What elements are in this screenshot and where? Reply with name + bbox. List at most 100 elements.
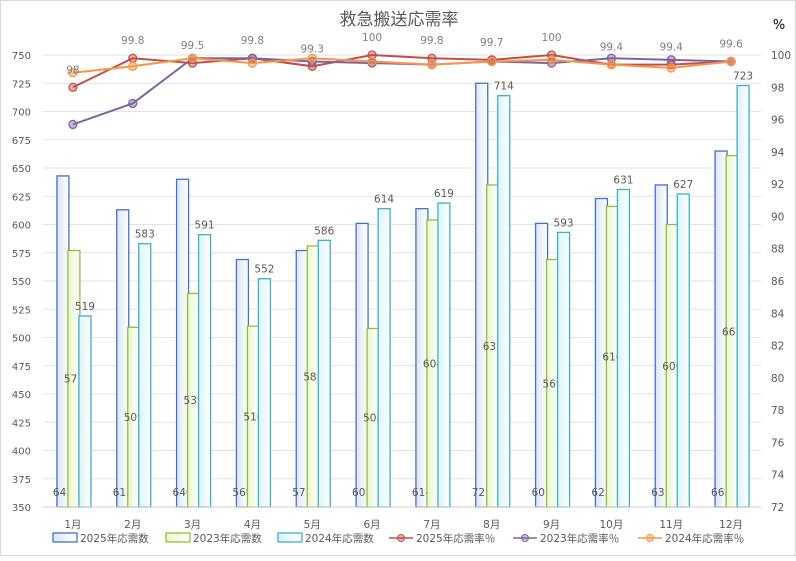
bar-data-label: 614 — [374, 194, 394, 206]
x-tick-label: 9月 — [543, 519, 560, 531]
y2-tick-label: 74 — [771, 470, 785, 482]
line-point — [247, 53, 258, 63]
bar-data-label: 593 — [554, 217, 574, 229]
y-tick-label: 725 — [12, 79, 31, 90]
line-data-label: 99.5 — [181, 40, 204, 52]
x-tick-label: 8月 — [483, 519, 500, 531]
y-tick-label: 425 — [12, 418, 31, 429]
x-tick-label: 3月 — [184, 519, 201, 531]
y2-tick-label: 90 — [771, 211, 784, 223]
y2-tick-label: 86 — [771, 276, 785, 288]
bar-data-label: 519 — [75, 301, 95, 313]
bar-2024年応需数 — [317, 239, 331, 508]
bar-data-label: 552 — [254, 264, 274, 276]
x-tick-label: 12月 — [719, 519, 743, 531]
line-point — [606, 53, 617, 63]
y-tick-label: 600 — [12, 221, 31, 232]
legend-label: 2023年応需率％ — [540, 532, 619, 545]
y-tick-label: 475 — [12, 362, 31, 373]
legend-marker — [646, 534, 654, 542]
y-tick-label: 675 — [12, 136, 31, 147]
y2-tick-label: 76 — [771, 437, 785, 449]
line-point — [546, 55, 557, 65]
legend-label: 2023年応需数 — [193, 532, 262, 545]
y2-tick-label: 92 — [771, 179, 784, 191]
bar-2024年応需数 — [497, 95, 511, 508]
y2-tick-label: 80 — [771, 373, 784, 385]
line-point — [68, 119, 78, 130]
x-tick-label: 11月 — [659, 519, 683, 531]
line-data-label: 99.3 — [301, 43, 324, 55]
line-point — [427, 60, 437, 70]
bar-data-label: 586 — [314, 225, 334, 237]
line-point — [68, 68, 78, 78]
line-point — [546, 58, 557, 68]
y2-tick-label: 82 — [771, 341, 784, 353]
x-tick-label: 6月 — [363, 519, 380, 531]
bar-2024年応需数 — [676, 193, 690, 508]
line-point — [187, 58, 198, 68]
line-point — [68, 82, 78, 92]
x-tick-label: 2月 — [124, 519, 141, 531]
y2-tick-label: 72 — [771, 502, 784, 514]
line-2024年応需率％ — [72, 57, 732, 74]
x-tick-label: 4月 — [244, 519, 261, 531]
y-tick-label: 750 — [12, 51, 31, 62]
y-tick-label: 525 — [12, 305, 31, 316]
line-point — [367, 56, 377, 67]
line-point — [187, 53, 198, 63]
bar-2024年応需数 — [556, 231, 571, 508]
line-point — [666, 55, 676, 65]
y-tick-label: 500 — [12, 334, 31, 345]
y2-tick-label: 98 — [771, 82, 784, 94]
chart-title: 救急搬送応需率 — [340, 10, 459, 30]
line-point — [307, 56, 317, 67]
x-tick-label: 5月 — [304, 519, 321, 531]
y2-tick-label: 94 — [771, 147, 785, 159]
y-tick-label: 650 — [12, 164, 31, 175]
bar-data-label: 631 — [613, 174, 633, 186]
line-point — [666, 60, 676, 70]
legend-label: 2024年応需率％ — [665, 532, 744, 545]
line-data-label: 100 — [362, 32, 382, 44]
bar-2024年応需数 — [257, 278, 272, 508]
bar-data-label: 723 — [733, 71, 753, 83]
x-tick-label: 1月 — [64, 519, 81, 531]
line-data-label: 99.8 — [420, 35, 443, 47]
bar-2025年応需数 — [534, 222, 549, 508]
line-data-label: 98 — [66, 64, 79, 76]
y-tick-label: 550 — [12, 277, 31, 288]
line-point — [128, 53, 138, 63]
y-tick-label: 575 — [12, 249, 31, 260]
y-tick-label: 375 — [12, 475, 31, 486]
y-tick-label: 450 — [12, 390, 31, 401]
line-2023年応需率％ — [72, 57, 732, 126]
legend-label: 2024年応需数 — [305, 532, 374, 545]
line-point — [307, 53, 317, 63]
line-2025年応需率％ — [72, 53, 732, 89]
bar-2024年応需数 — [78, 315, 92, 508]
bar-2025年応需数 — [56, 175, 70, 508]
line-data-label: 100 — [542, 32, 562, 44]
bar-2025年応需数 — [654, 184, 668, 508]
line-data-label: 99.7 — [480, 37, 503, 49]
bar-data-label: 591 — [195, 220, 215, 232]
line-point — [726, 56, 736, 67]
y2-tick-label: 100 — [771, 50, 791, 62]
bar-2025年応需数 — [175, 178, 190, 508]
bar-2025年応需数 — [235, 258, 250, 508]
y-tick-label: 625 — [12, 192, 31, 203]
y2-tick-label: 78 — [771, 405, 784, 417]
bar-2024年応需数 — [197, 234, 212, 508]
bar-2024年応需数 — [616, 188, 631, 508]
line-point — [427, 53, 437, 63]
x-tick-label: 10月 — [599, 519, 623, 531]
line-point — [606, 60, 617, 70]
legend-swatch — [165, 532, 191, 543]
bar-2025年応需数 — [475, 82, 489, 508]
x-tick-label: 7月 — [423, 519, 440, 531]
legend-marker — [397, 534, 405, 542]
y2-tick-label: 84 — [771, 308, 785, 320]
y-tick-label: 400 — [12, 447, 31, 458]
